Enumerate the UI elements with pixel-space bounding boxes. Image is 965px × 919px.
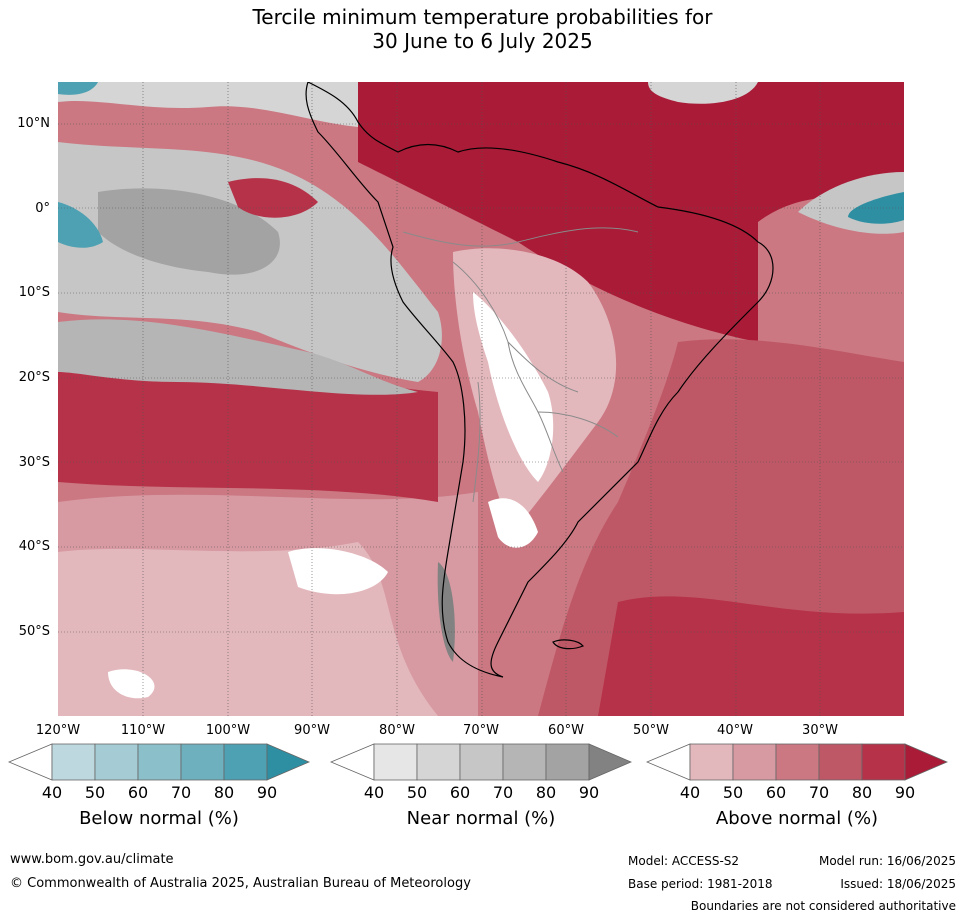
model-run-date: Model run: 16/06/2025 <box>818 854 956 868</box>
near-colorbar-segment-0 <box>330 743 375 781</box>
lon-label-80w: 80°W <box>379 723 415 738</box>
near-tick-70: 70 <box>492 783 514 802</box>
boundaries-disclaimer: Boundaries are not considered authoritat… <box>690 899 956 913</box>
below-colorbar-segment-0 <box>8 743 53 781</box>
lon-label-50w: 50°W <box>633 723 669 738</box>
below-colorbar-segment-4 <box>180 743 225 781</box>
lon-label-30w: 30°W <box>802 723 838 738</box>
above-tick-90: 90 <box>894 783 916 802</box>
southern-chile-grey <box>437 562 455 662</box>
lat-label-10n: 10°N <box>17 116 50 131</box>
near-colorbar-segment-3 <box>459 743 504 781</box>
probability-map <box>58 82 904 716</box>
lat-label-10s: 10°S <box>18 285 50 300</box>
below-tick-90: 90 <box>256 783 278 802</box>
above-colorbar-segment-3 <box>775 743 820 781</box>
below-colorbar-segment-5 <box>223 743 268 781</box>
above-tick-40: 40 <box>679 783 701 802</box>
pacific-grey-band <box>58 319 418 395</box>
south-atlantic-dark-field <box>598 596 904 716</box>
falkland-islands <box>552 639 584 650</box>
base-period: Base period: 1981-2018 <box>628 877 773 891</box>
above-colorbar-segment-4 <box>818 743 863 781</box>
above-tick-50: 50 <box>722 783 744 802</box>
near-colorbar-segment-1 <box>373 743 418 781</box>
above-colorbar-segment-2 <box>732 743 777 781</box>
below-colorbar-segment-1 <box>51 743 96 781</box>
above-tick-60: 60 <box>765 783 787 802</box>
continent-near-normal-white <box>473 292 554 482</box>
issued-date: Issued: 18/06/2025 <box>840 877 956 891</box>
below-normal-colorbar <box>8 743 310 781</box>
map-svg <box>58 82 904 716</box>
below-colorbar-segment-2 <box>94 743 139 781</box>
lon-label-120w: 120°W <box>35 723 81 738</box>
below-normal-patch-west <box>58 202 103 248</box>
lon-label-60w: 60°W <box>548 723 584 738</box>
above-tick-70: 70 <box>808 783 830 802</box>
below-tick-50: 50 <box>84 783 106 802</box>
lon-label-40w: 40°W <box>717 723 753 738</box>
caribbean-grey-patch <box>648 82 758 104</box>
country-borders <box>402 227 639 503</box>
near-tick-50: 50 <box>406 783 428 802</box>
below-tick-70: 70 <box>170 783 192 802</box>
lat-label-30s: 30°S <box>18 455 50 470</box>
above-normal-legend-title: Above normal (%) <box>715 808 879 829</box>
model-name: Model: ACCESS-S2 <box>628 854 740 868</box>
below-tick-60: 60 <box>127 783 149 802</box>
lon-label-100w: 100°W <box>205 723 251 738</box>
near-tick-60: 60 <box>449 783 471 802</box>
below-tick-80: 80 <box>213 783 235 802</box>
north-pacific-grey-field <box>58 82 391 127</box>
website-link[interactable]: www.bom.gov.au/climate <box>10 852 174 867</box>
lon-label-110w: 110°W <box>120 723 166 738</box>
above-colorbar-segment-5 <box>861 743 906 781</box>
copyright-notice: © Commonwealth of Australia 2025, Austra… <box>10 876 471 891</box>
lat-label-50s: 50°S <box>18 624 50 639</box>
below-normal-corner <box>58 82 98 95</box>
chart-title-line1: Tercile minimum temperature probabilitie… <box>252 5 713 29</box>
lat-label-40s: 40°S <box>18 539 50 554</box>
below-colorbar-segment-3 <box>137 743 182 781</box>
near-normal-legend-title: Near normal (%) <box>406 808 556 829</box>
map-gridlines <box>58 82 904 716</box>
chart-title-line2: 30 June to 6 July 2025 <box>372 29 593 53</box>
above-normal-colorbar <box>646 743 948 781</box>
below-normal-legend-title: Below normal (%) <box>79 808 239 829</box>
near-tick-40: 40 <box>363 783 385 802</box>
below-tick-40: 40 <box>41 783 63 802</box>
near-tick-90: 90 <box>578 783 600 802</box>
lon-label-90w: 90°W <box>294 723 330 738</box>
atlantic-dark-red-field <box>358 82 904 342</box>
near-colorbar-segment-4 <box>502 743 547 781</box>
lon-label-70w: 70°W <box>463 723 499 738</box>
south-america-coastline <box>305 82 774 678</box>
above-colorbar-segment-6 <box>904 743 948 781</box>
lat-label-0: 0° <box>35 201 50 216</box>
lat-label-20s: 20°S <box>18 370 50 385</box>
above-colorbar-segment-0 <box>646 743 691 781</box>
near-normal-colorbar <box>330 743 632 781</box>
near-colorbar-segment-2 <box>416 743 461 781</box>
near-tick-80: 80 <box>535 783 557 802</box>
atlantic-below-normal-patch <box>848 192 904 224</box>
below-colorbar-segment-6 <box>266 743 310 781</box>
above-colorbar-segment-1 <box>689 743 734 781</box>
near-colorbar-segment-5 <box>545 743 590 781</box>
near-colorbar-segment-6 <box>588 743 632 781</box>
patagonia-white-patch <box>488 498 538 548</box>
equatorial-dark-grey-field <box>98 188 280 275</box>
white-patch-1 <box>288 548 388 595</box>
above-tick-80: 80 <box>851 783 873 802</box>
